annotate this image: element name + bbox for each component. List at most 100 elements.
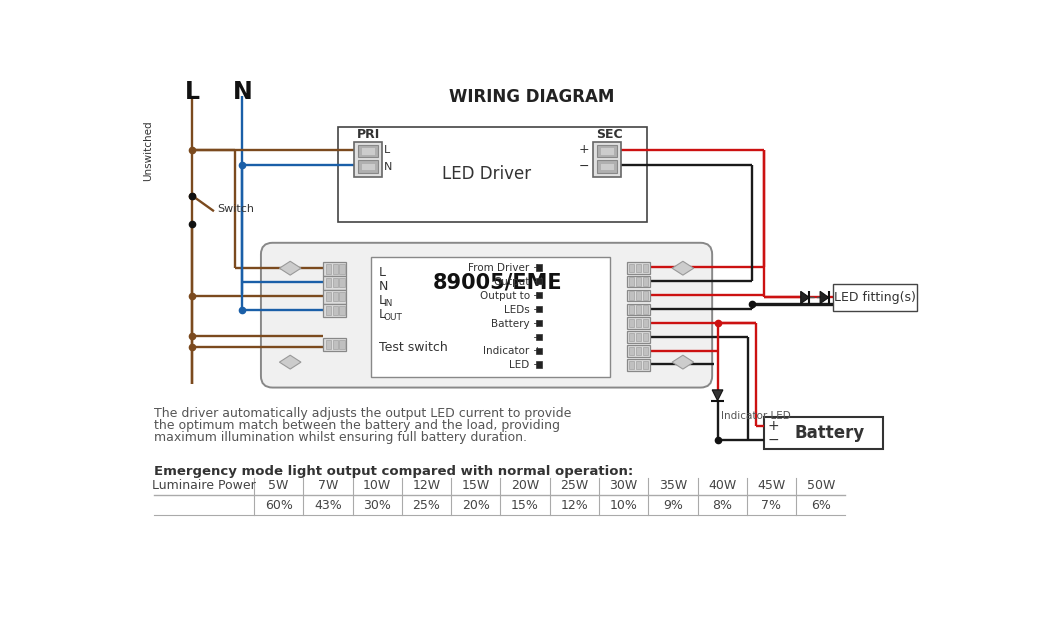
Bar — [629, 347, 634, 355]
Bar — [323, 337, 347, 352]
Text: 30%: 30% — [363, 499, 391, 512]
Text: N: N — [233, 80, 252, 104]
Bar — [636, 360, 641, 369]
FancyBboxPatch shape — [261, 243, 712, 387]
Bar — [536, 292, 542, 298]
Text: 45W: 45W — [758, 479, 786, 492]
Bar — [643, 264, 649, 272]
Text: N: N — [384, 161, 392, 172]
Bar — [597, 145, 617, 158]
Text: −: − — [532, 332, 542, 342]
Bar — [593, 142, 621, 177]
Text: 50W: 50W — [807, 479, 835, 492]
Bar — [323, 262, 347, 276]
Bar — [332, 278, 338, 287]
Bar — [643, 333, 649, 341]
Bar — [326, 306, 331, 315]
Bar — [536, 265, 542, 271]
Bar — [600, 147, 613, 155]
Text: 10%: 10% — [609, 499, 637, 512]
Text: 20%: 20% — [462, 499, 490, 512]
Bar — [326, 265, 331, 274]
Bar — [627, 276, 650, 287]
Text: N: N — [379, 280, 388, 293]
Bar — [536, 306, 542, 312]
Text: −: − — [532, 305, 542, 315]
Text: LED fitting(s): LED fitting(s) — [834, 291, 916, 304]
Text: WIRING DIAGRAM: WIRING DIAGRAM — [449, 88, 614, 106]
Bar — [636, 291, 641, 300]
Text: 25%: 25% — [412, 499, 440, 512]
Bar — [627, 345, 650, 357]
Bar — [643, 291, 649, 300]
Text: L: L — [185, 80, 200, 104]
Text: 7W: 7W — [318, 479, 338, 492]
Text: −: − — [767, 433, 778, 447]
Polygon shape — [712, 390, 722, 400]
Text: Output to: Output to — [480, 291, 529, 301]
Text: 6%: 6% — [811, 499, 830, 512]
Bar — [536, 347, 542, 353]
Text: 89005/EME: 89005/EME — [433, 272, 563, 292]
Text: Luminaire Power: Luminaire Power — [153, 479, 255, 492]
Text: +: + — [767, 419, 778, 433]
Bar — [629, 333, 634, 341]
Text: L: L — [384, 145, 390, 154]
Text: L: L — [379, 308, 386, 321]
Text: Indicator LED: Indicator LED — [721, 412, 791, 421]
Text: +: + — [578, 143, 589, 156]
Bar — [323, 290, 347, 303]
Bar — [643, 360, 649, 369]
Text: The driver automatically adjusts the output LED current to provide: The driver automatically adjusts the out… — [154, 407, 571, 420]
Bar — [636, 333, 641, 341]
Bar — [326, 340, 331, 349]
Bar — [629, 291, 634, 300]
Bar — [326, 292, 331, 302]
Text: Battery: Battery — [491, 319, 529, 329]
Bar — [627, 359, 650, 371]
Bar — [354, 142, 382, 177]
Polygon shape — [820, 291, 828, 303]
Text: Output: Output — [493, 277, 529, 287]
Text: Test switch: Test switch — [379, 341, 447, 354]
Text: LED Driver: LED Driver — [442, 165, 531, 184]
Text: Emergency mode light output compared with normal operation:: Emergency mode light output compared wit… — [154, 465, 633, 478]
Bar — [361, 147, 375, 155]
Bar — [536, 278, 542, 284]
Bar — [643, 277, 649, 286]
Bar — [627, 331, 650, 343]
Text: 15%: 15% — [511, 499, 539, 512]
Text: −: − — [532, 277, 542, 287]
Bar — [326, 278, 331, 287]
Bar — [643, 347, 649, 355]
Bar — [536, 362, 542, 368]
Text: IN: IN — [383, 299, 392, 308]
Text: 30W: 30W — [609, 479, 637, 492]
Text: L: L — [379, 294, 386, 307]
Bar — [627, 290, 650, 302]
Text: −: − — [532, 360, 542, 370]
Text: 5W: 5W — [269, 479, 289, 492]
Text: PRI: PRI — [357, 128, 381, 141]
Bar — [323, 303, 347, 318]
Bar — [332, 306, 338, 315]
Text: maximum illumination whilst ensuring full battery duration.: maximum illumination whilst ensuring ful… — [154, 431, 527, 444]
Bar — [338, 127, 647, 222]
Text: 12W: 12W — [412, 479, 440, 492]
Bar — [536, 334, 542, 340]
Text: 7%: 7% — [762, 499, 782, 512]
Polygon shape — [279, 261, 301, 275]
Bar — [629, 277, 634, 286]
Bar — [636, 277, 641, 286]
Bar — [332, 340, 338, 349]
Text: 8%: 8% — [712, 499, 732, 512]
Bar — [629, 264, 634, 272]
Bar — [636, 319, 641, 328]
Bar — [339, 340, 345, 349]
Bar — [636, 305, 641, 313]
Bar — [643, 305, 649, 313]
Text: Indicator: Indicator — [484, 346, 529, 357]
Polygon shape — [673, 261, 693, 275]
Bar — [627, 318, 650, 329]
Text: +: + — [532, 319, 542, 329]
